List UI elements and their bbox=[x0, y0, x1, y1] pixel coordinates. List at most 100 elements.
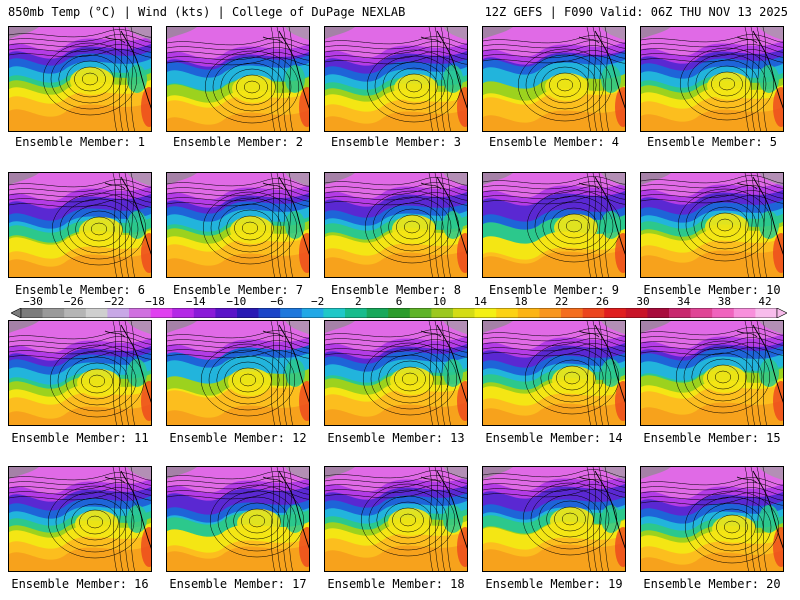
ensemble-member-label: Ensemble Member: 18 bbox=[327, 577, 465, 591]
weather-map bbox=[167, 173, 309, 277]
weather-map bbox=[641, 27, 783, 131]
ensemble-member-panel bbox=[482, 466, 626, 572]
weather-map bbox=[483, 321, 625, 425]
colorbar-tick-label: −14 bbox=[185, 295, 206, 308]
colorbar-swatch bbox=[755, 308, 778, 318]
ensemble-member-label: Ensemble Member: 3 bbox=[330, 135, 462, 149]
colorbar-tick-label: −18 bbox=[145, 295, 165, 308]
colorbar-swatch bbox=[388, 308, 411, 318]
ensemble-member-panel bbox=[166, 466, 310, 572]
colorbar-swatch bbox=[258, 308, 281, 318]
colorbar-tick-label: 6 bbox=[395, 295, 403, 308]
colorbar-swatch bbox=[150, 308, 173, 318]
colorbar-swatch bbox=[172, 308, 195, 318]
colorbar-tick-label: −2 bbox=[311, 295, 325, 308]
colorbar-swatch bbox=[215, 308, 238, 318]
ensemble-member-label: Ensemble Member: 10 bbox=[643, 283, 781, 297]
weather-map bbox=[325, 321, 467, 425]
colorbar-swatch bbox=[323, 308, 346, 318]
colorbar-swatch bbox=[64, 308, 87, 318]
colorbar-tick-label: −22 bbox=[104, 295, 125, 308]
ensemble-member-label: Ensemble Member: 20 bbox=[643, 577, 781, 591]
ensemble-member-panel bbox=[324, 320, 468, 426]
ensemble-member-panel bbox=[166, 26, 310, 132]
ensemble-member-label: Ensemble Member: 12 bbox=[169, 431, 307, 445]
ensemble-member-label: Ensemble Member: 8 bbox=[330, 283, 462, 297]
colorbar-swatch bbox=[625, 308, 648, 318]
model-run-info: 12Z GEFS | F090 Valid: 06Z THU NOV 13 20… bbox=[484, 5, 788, 19]
colorbar-tick-label: −6 bbox=[270, 295, 284, 308]
weather-map bbox=[9, 321, 151, 425]
weather-map bbox=[483, 467, 625, 571]
ensemble-member-label: Ensemble Member: 15 bbox=[643, 431, 781, 445]
colorbar-swatch bbox=[193, 308, 216, 318]
colorbar-tick-label: 34 bbox=[677, 295, 691, 308]
weather-map bbox=[9, 467, 151, 571]
ensemble-member-panel bbox=[8, 466, 152, 572]
ensemble-member-panel bbox=[8, 172, 152, 278]
ensemble-member-panel bbox=[640, 172, 784, 278]
weather-map bbox=[483, 173, 625, 277]
colorbar-tick-label: 42 bbox=[758, 295, 772, 308]
weather-map bbox=[483, 27, 625, 131]
ensemble-member-label: Ensemble Member: 2 bbox=[172, 135, 304, 149]
ensemble-member-label: Ensemble Member: 4 bbox=[488, 135, 620, 149]
ensemble-member-panel bbox=[324, 26, 468, 132]
colorbar-swatch bbox=[21, 308, 43, 318]
colorbar-tick-label: −26 bbox=[63, 295, 84, 308]
colorbar-swatch bbox=[129, 308, 151, 318]
ensemble-member-panel bbox=[640, 26, 784, 132]
ensemble-member-label: Ensemble Member: 7 bbox=[172, 283, 304, 297]
ensemble-member-panel bbox=[324, 172, 468, 278]
colorbar-tick-label: 38 bbox=[717, 295, 731, 308]
weather-map bbox=[9, 27, 151, 131]
colorbar-swatch bbox=[85, 308, 108, 318]
ensemble-member-label: Ensemble Member: 6 bbox=[14, 283, 146, 297]
colorbar-swatch bbox=[409, 308, 432, 318]
colorbar-swatch bbox=[301, 308, 324, 318]
ensemble-member-panel bbox=[640, 320, 784, 426]
colorbar-tick-label: −30 bbox=[23, 295, 43, 308]
colorbar-swatch bbox=[561, 308, 583, 318]
colorbar-swatch bbox=[517, 308, 540, 318]
ensemble-member-label: Ensemble Member: 13 bbox=[327, 431, 465, 445]
colorbar-tick-label: 10 bbox=[433, 295, 447, 308]
ensemble-member-panel bbox=[166, 172, 310, 278]
weather-map bbox=[325, 173, 467, 277]
colorbar-labels: −30 −26 −22 −18 −14 −10 −6 −2 2 6 10 14 18 22 26 30 34 38… bbox=[0, 296, 800, 308]
colorbar-swatch bbox=[474, 308, 497, 318]
ensemble-member-panel bbox=[482, 320, 626, 426]
weather-map bbox=[167, 321, 309, 425]
colorbar-swatch bbox=[712, 308, 735, 318]
colorbar-swatch bbox=[582, 308, 605, 318]
map-title: 850mb Temp (°C) | Wind (kts) | College o… bbox=[8, 5, 406, 19]
colorbar-tick-label: −10 bbox=[226, 295, 247, 308]
weather-map bbox=[641, 467, 783, 571]
colorbar-swatch bbox=[366, 308, 389, 318]
colorbar-tick-label: 26 bbox=[595, 295, 609, 308]
ensemble-member-label: Ensemble Member: 9 bbox=[488, 283, 620, 297]
ensemble-member-panel bbox=[324, 466, 468, 572]
colorbar-swatch bbox=[539, 308, 562, 318]
ensemble-member-panel bbox=[482, 172, 626, 278]
ensemble-member-label: Ensemble Member: 11 bbox=[11, 431, 149, 445]
ensemble-member-panel bbox=[166, 320, 310, 426]
ensemble-member-label: Ensemble Member: 5 bbox=[646, 135, 778, 149]
colorbar-swatch bbox=[431, 308, 454, 318]
colorbar-swatch bbox=[604, 308, 627, 318]
ensemble-member-panel bbox=[640, 466, 784, 572]
colorbar-swatch bbox=[733, 308, 756, 318]
ensemble-member-panel bbox=[8, 320, 152, 426]
ensemble-member-label: Ensemble Member: 17 bbox=[169, 577, 307, 591]
colorbar-swatch bbox=[237, 308, 259, 318]
ensemble-member-label: Ensemble Member: 19 bbox=[485, 577, 623, 591]
colorbar-swatch bbox=[647, 308, 670, 318]
weather-map bbox=[641, 173, 783, 277]
colorbar-tick-label: 2 bbox=[355, 295, 362, 308]
colorbar-swatch bbox=[42, 308, 65, 318]
colorbar-swatch bbox=[280, 308, 303, 318]
ensemble-member-panel bbox=[482, 26, 626, 132]
ensemble-member-label: Ensemble Member: 1 bbox=[14, 135, 146, 149]
colorbar-swatch bbox=[669, 308, 691, 318]
